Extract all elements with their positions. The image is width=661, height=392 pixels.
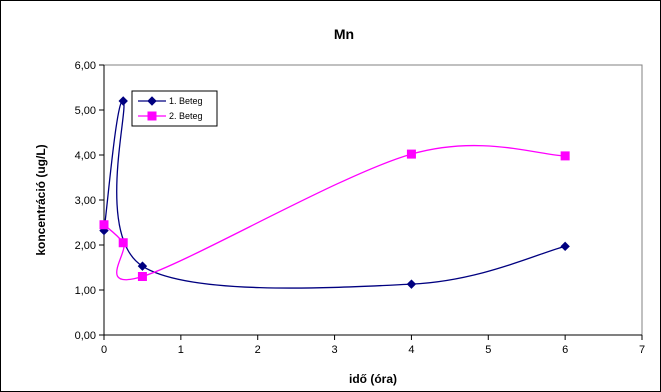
y-tick-label: 5,00 — [75, 105, 96, 117]
data-point — [406, 149, 416, 159]
series-layer — [99, 96, 570, 289]
x-tick-label: 5 — [485, 344, 491, 356]
data-point — [406, 279, 417, 289]
y-ticks: 0,00 1,00 2,00 3,00 4,00 5,00 6,00 — [75, 60, 104, 342]
data-point — [99, 220, 109, 230]
data-point — [118, 238, 128, 248]
y-tick-label: 6,00 — [75, 60, 96, 72]
y-tick-label: 1,00 — [75, 285, 96, 297]
legend-label: 2. Beteg — [169, 111, 203, 121]
chart-title: Mn — [334, 26, 354, 42]
x-tick-label: 3 — [332, 344, 338, 356]
x-tick-label: 6 — [562, 344, 568, 356]
series-2 — [99, 144, 570, 281]
legend-box — [131, 90, 218, 127]
x-axis-title: idő (óra) — [349, 372, 397, 386]
legend-marker — [147, 96, 157, 106]
x-tick-label: 7 — [639, 344, 645, 356]
data-point — [137, 272, 147, 281]
y-tick-label: 2,00 — [75, 240, 96, 252]
legend-entry: 2. Beteg — [138, 111, 203, 121]
y-tick-label: 0,00 — [75, 330, 96, 342]
x-tick-label: 0 — [101, 344, 107, 356]
data-point — [560, 151, 570, 161]
y-tick-label: 3,00 — [75, 195, 96, 207]
legend-label: 1. Beteg — [169, 96, 203, 106]
x-tick-label: 1 — [178, 344, 184, 356]
y-axis-title: koncentráció (ug/L) — [34, 144, 48, 255]
legend-entry: 1. Beteg — [138, 96, 203, 106]
x-tick-label: 4 — [408, 344, 414, 356]
data-point — [560, 241, 570, 252]
data-point — [137, 261, 148, 271]
x-ticks: 0 1 2 3 4 5 6 7 — [101, 335, 645, 356]
legend: 1. Beteg 2. Beteg — [131, 90, 218, 127]
series-1 — [99, 96, 570, 289]
y-tick-label: 4,00 — [75, 150, 96, 162]
data-point — [118, 96, 128, 106]
x-tick-label: 2 — [255, 344, 261, 356]
legend-marker — [147, 111, 157, 121]
